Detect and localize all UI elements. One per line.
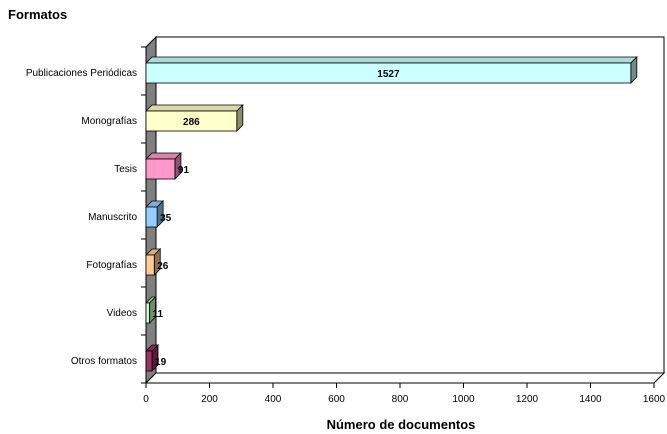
floor (144, 372, 666, 384)
x-tick-label: 1600 (643, 394, 666, 405)
bar: 35 (145, 200, 172, 228)
bar: 286 (145, 104, 244, 132)
category-label: Otros formatos (71, 356, 137, 367)
bar-front-face (145, 350, 153, 372)
bar-front-face (145, 62, 632, 84)
x-tick-label: 1400 (579, 394, 602, 405)
bar: 19 (145, 344, 167, 372)
bar-front-face (145, 110, 238, 132)
bar: 26 (145, 248, 169, 276)
bars: 1527 286 91 35 26 11 19 (145, 56, 638, 372)
bar-top-face (145, 56, 638, 64)
bar-value-label: 19 (155, 357, 167, 368)
x-tick-label: 800 (392, 394, 409, 405)
bar: 91 (145, 152, 190, 180)
category-label: Videos (107, 308, 137, 319)
bar-value-label: 91 (178, 165, 190, 176)
bar: 1527 (145, 56, 638, 84)
bar-value-label: 35 (160, 213, 172, 224)
category-label: Manuscrito (88, 212, 137, 223)
back-wall (155, 36, 665, 374)
x-tick-label: 200 (201, 394, 218, 405)
category-label: Fotografías (86, 260, 137, 271)
bar-front-face (145, 206, 158, 228)
y-axis: Publicaciones Periódicas Monografías Tesis… (26, 46, 146, 384)
x-tick-label: 1200 (516, 394, 539, 405)
bar-top-face (145, 104, 244, 112)
bar-value-label: 11 (152, 309, 163, 320)
bar-value-label: 26 (157, 261, 169, 272)
bar-front-face (145, 302, 150, 324)
bar-value-label: 1527 (377, 69, 400, 80)
bar: 11 (145, 296, 164, 324)
x-tick-label: 600 (328, 394, 345, 405)
category-label: Monografías (81, 116, 137, 127)
bar-front-face (145, 254, 155, 276)
bar-value-label: 286 (183, 117, 200, 128)
chart-title: Formatos (8, 7, 67, 22)
category-label: Publicaciones Periódicas (26, 68, 137, 79)
category-label: Tesis (114, 164, 137, 175)
bar-front-face (145, 158, 176, 180)
x-tick-label: 0 (143, 394, 149, 405)
x-axis-label: Número de documentos (327, 417, 476, 432)
chart-walls (144, 35, 666, 385)
x-tick-label: 1000 (452, 394, 475, 405)
x-axis: 0 200 400 600 800 1000 1200 1400 1600 (143, 383, 666, 405)
x-tick-label: 400 (265, 394, 282, 405)
